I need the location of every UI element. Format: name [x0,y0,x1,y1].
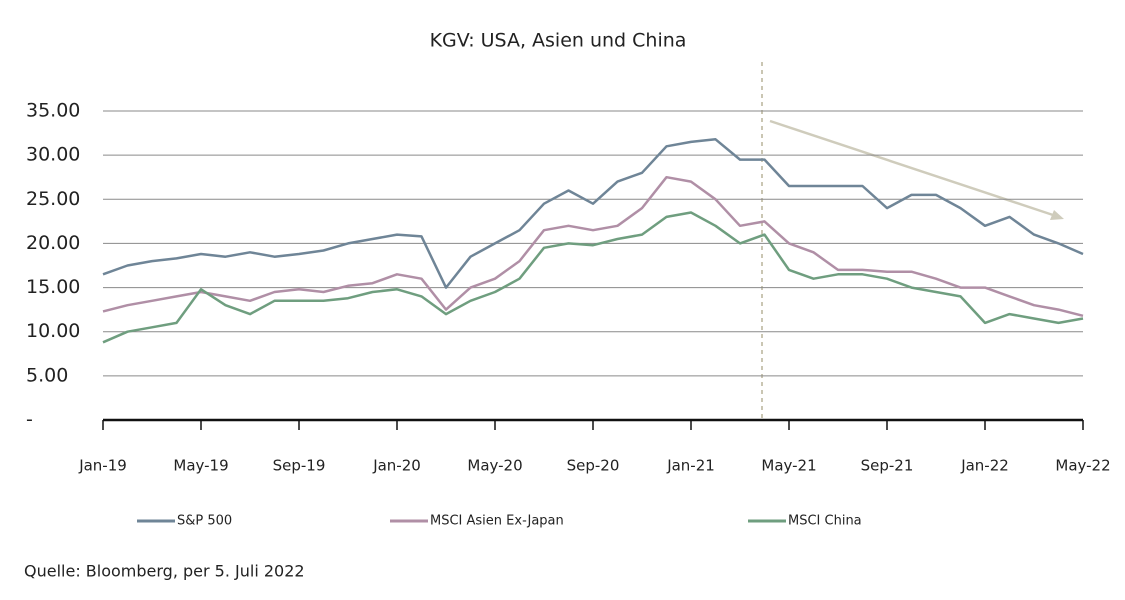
y-tick-label: - [26,409,33,431]
series-line [102,138,1084,289]
x-tick-label: May-20 [467,457,522,475]
y-tick-label: 10.00 [26,320,80,342]
x-tick-label: Jan-20 [372,457,421,475]
legend-label: S&P 500 [177,514,232,529]
trend-arrow [769,119,1057,218]
series-line [102,175,1084,318]
legend-label: MSCI China [788,514,862,529]
y-tick-label: 15.00 [26,276,80,298]
x-tick-label: May-22 [1055,457,1110,475]
chart-title: KGV: USA, Asien und China [430,30,687,52]
y-tick-label: 25.00 [26,188,80,210]
y-tick-label: 5.00 [26,364,68,386]
x-tick-label: Jan-21 [666,457,715,475]
y-tick-label: 20.00 [26,232,80,254]
x-tick-label: Sep-20 [567,457,620,475]
y-tick-label: 35.00 [26,100,80,122]
x-tick-label: May-21 [761,457,816,475]
series-line [102,211,1084,344]
x-tick-label: Sep-21 [861,457,914,475]
source: Quelle: Bloomberg, per 5. Juli 2022 [24,562,305,581]
trend-arrow-head [1050,210,1064,220]
x-tick-label: Sep-19 [273,457,326,475]
x-tick-label: May-19 [173,457,228,475]
x-tick-label: Jan-22 [960,457,1009,475]
x-tick-label: Jan-19 [78,457,127,475]
legend-label: MSCI Asien Ex-Japan [430,514,564,529]
y-tick-label: 30.00 [26,144,80,166]
